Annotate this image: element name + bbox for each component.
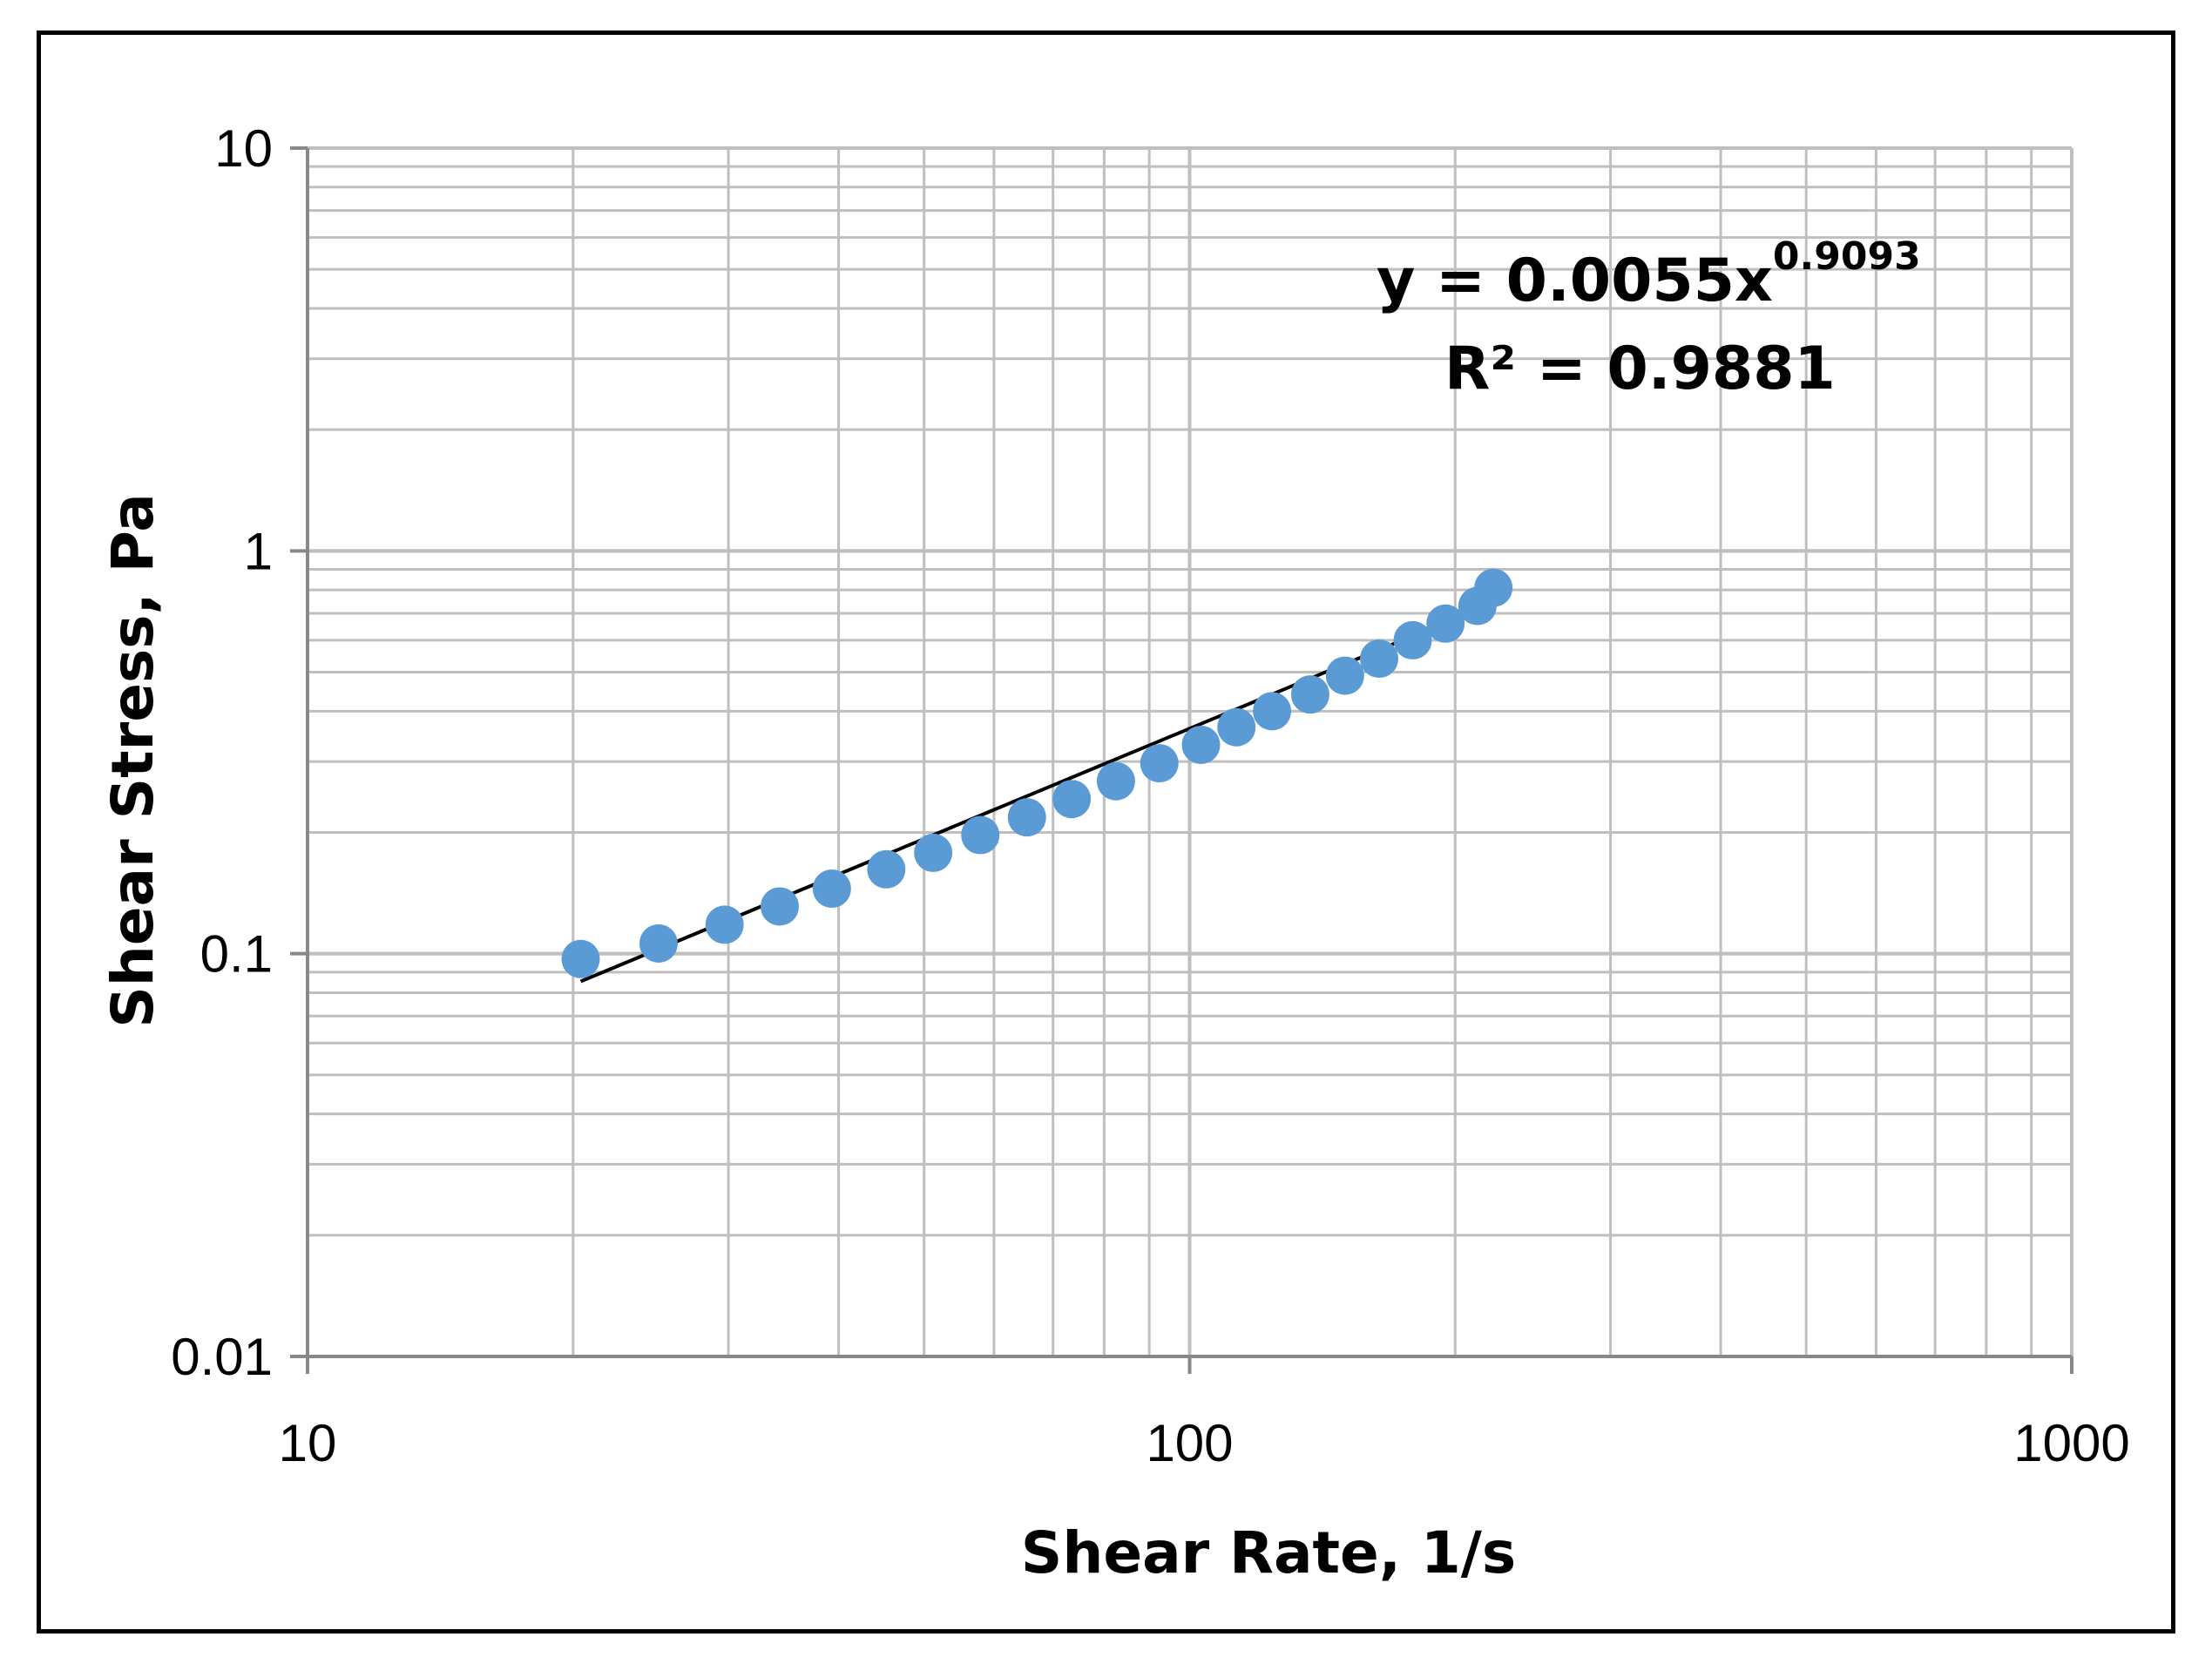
data-point bbox=[1393, 620, 1432, 660]
data-point bbox=[639, 923, 678, 963]
data-point bbox=[867, 849, 906, 889]
y-axis-title: Shear Stress, Pa bbox=[99, 493, 166, 1028]
x-axis-title: Shear Rate, 1/s bbox=[1021, 1519, 1516, 1586]
data-point bbox=[1325, 656, 1364, 695]
trendline-equation-base: y = 0.0055x bbox=[1377, 247, 1773, 315]
data-point bbox=[561, 939, 600, 978]
data-point bbox=[1181, 725, 1221, 764]
y-tick-label: 1 bbox=[244, 522, 273, 580]
data-point bbox=[1474, 568, 1513, 607]
data-point bbox=[1217, 707, 1256, 747]
x-tick-label: 10 bbox=[279, 1414, 337, 1472]
data-point bbox=[705, 905, 744, 944]
x-tick-label: 1000 bbox=[2013, 1414, 2129, 1472]
data-point bbox=[1052, 780, 1092, 819]
data-point bbox=[1096, 761, 1135, 801]
r-squared-label: R² = 0.9881 bbox=[1444, 335, 1836, 403]
y-tick-label: 10 bbox=[214, 119, 273, 178]
axes bbox=[290, 146, 2073, 1374]
data-point bbox=[1007, 798, 1046, 837]
y-tick-label: 0.01 bbox=[171, 1328, 273, 1386]
data-point bbox=[1360, 639, 1399, 679]
y-axis-tick-labels: 10 1 0.1 0.01 bbox=[171, 119, 273, 1386]
trendline-equation: y = 0.0055x0.9093 bbox=[1377, 234, 1921, 315]
x-axis-tick-labels: 10 100 1000 bbox=[279, 1414, 2130, 1472]
data-point bbox=[760, 887, 799, 926]
trendline-equation-exponent: 0.9093 bbox=[1773, 234, 1921, 279]
data-point bbox=[961, 815, 1000, 855]
data-point bbox=[1426, 604, 1465, 643]
data-point bbox=[1140, 744, 1179, 783]
data-point bbox=[1290, 675, 1329, 714]
data-point bbox=[1253, 692, 1292, 731]
data-point bbox=[812, 869, 851, 909]
data-point bbox=[914, 833, 953, 872]
y-tick-label: 0.1 bbox=[200, 925, 273, 984]
data-points bbox=[561, 568, 1513, 978]
x-tick-label: 100 bbox=[1146, 1414, 1233, 1472]
